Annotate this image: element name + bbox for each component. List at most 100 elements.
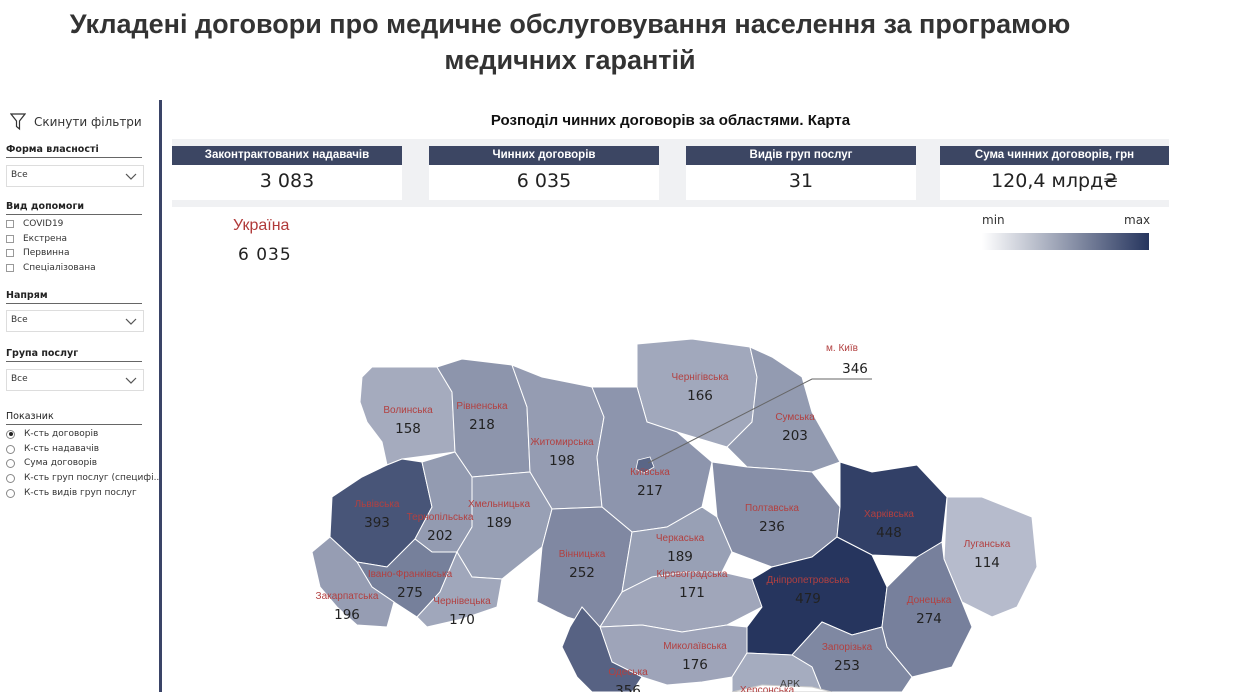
direction-dropdown[interactable]: Все [6,310,144,332]
region-value-label: 217 [637,483,663,499]
checkbox[interactable] [6,264,14,272]
region-value-label: 275 [397,585,423,601]
region-value-label: 252 [569,565,595,581]
kpi-card-providers[interactable]: Законтрактованих надавачів 3 083 [172,146,402,200]
checkbox[interactable] [6,249,14,257]
service-group-value: Все [11,374,28,384]
indicator-option-label: К-сть груп послуг (специфі... [24,473,163,483]
kpi-card-contract-sum[interactable]: Сума чинних договорів, грн 120,4 млрд₴ [940,146,1169,200]
indicator-option[interactable]: К-сть груп послуг (специфі... [6,471,162,485]
kpi-value: 31 [686,165,916,200]
service-group-dropdown[interactable]: Все [6,369,144,391]
kpi-card-service-groups[interactable]: Видів груп послуг 31 [686,146,916,200]
radio[interactable] [6,458,15,468]
region-shape[interactable] [731,652,823,692]
kpi-label: Чинних договорів [429,146,659,165]
chevron-down-icon [125,377,137,384]
ownership-dropdown[interactable]: Все [6,165,144,187]
region-shape[interactable] [359,366,456,466]
reset-filters-button[interactable]: Скинути фільтри [10,112,142,132]
aid-type-option-label: Первинна [23,248,70,258]
region-name-label: Херсонська [740,685,795,692]
panel-divider [159,100,162,692]
region-name-label: Кіровоградська [657,569,728,580]
region-value-label: 171 [679,585,705,601]
indicator-option[interactable]: К-сть договорів [6,427,98,441]
region-value-label: 479 [795,591,821,607]
region-name-label: Львівська [355,499,400,510]
region-name-label: Рівненська [456,401,508,412]
region-name-label: Київська [630,467,670,478]
funnel-icon [10,113,26,131]
indicator-option-label: Сума договорів [24,458,98,468]
region-name-label: Вінницька [559,549,606,560]
radio[interactable] [6,473,15,483]
kpi-label: Сума чинних договорів, грн [940,146,1169,165]
region-value-label: 198 [549,453,575,469]
region-shape[interactable] [311,536,395,628]
radio[interactable] [6,488,15,498]
radio-selected[interactable] [6,429,15,439]
radio[interactable] [6,444,15,454]
region-name-label: Полтавська [745,503,799,514]
region-shape[interactable] [416,550,503,628]
aid-type-option[interactable]: Спеціалізована [6,261,96,275]
region-shape[interactable] [561,606,643,692]
region-value-label: 114 [974,555,1000,571]
region-value-label: 236 [759,519,785,535]
reset-filters-label: Скинути фільтри [34,115,142,129]
aid-type-option[interactable]: Екстрена [6,232,67,246]
map-visual[interactable]: Волинська 158 Рівненська 218 Житомирська 198 Ч… [172,207,1169,692]
region-value-label: 253 [834,658,860,674]
region-shape[interactable] [635,456,655,474]
region-name-label: Дніпропетровська [767,575,850,586]
indicator-option[interactable]: К-сть видів груп послуг [6,486,137,500]
region-name-label: Запорізька [822,642,873,653]
region-value-label: 202 [427,528,453,544]
region-name-label: Миколаївська [663,641,727,652]
indicator-option[interactable]: Сума договорів [6,456,97,470]
crimea-shape [731,684,833,692]
region-value-label: 158 [395,421,421,437]
kpi-label: Видів груп послуг [686,146,916,165]
region-name-label: Івано-Франківська [368,569,453,580]
checkbox[interactable] [6,220,14,228]
region-name-label: Сумська [775,412,815,423]
legend-max-label: max [1124,213,1151,227]
kpi-value: 3 083 [172,165,402,200]
crimea-label: АРК [780,679,800,690]
ukraine-map[interactable]: Волинська 158 Рівненська 218 Житомирська 198 Ч… [172,207,1169,692]
aid-type-label: Вид допомоги [6,201,142,215]
indicator-option[interactable]: К-сть надавачів [6,442,99,456]
aid-type-option[interactable]: COVID19 [6,217,63,231]
region-value-label: 189 [667,549,693,565]
kpi-value: 6 035 [429,165,659,200]
kpi-card-contracts[interactable]: Чинних договорів 6 035 [429,146,659,200]
region-name-label: Закарпатська [316,591,379,602]
checkbox[interactable] [6,235,14,243]
region-name-label: Житомирська [530,437,594,448]
region-value-label: 448 [876,525,902,541]
region-name-label: Тернопільська [407,512,474,523]
indicator-option-label: К-сть договорів [24,429,99,439]
region-value-label: 170 [449,612,475,628]
region-value-label: 393 [364,515,390,531]
region-name-label: Луганська [964,539,1011,550]
region-name-label: Хмельницька [468,499,530,510]
region-value-label: 356 [615,683,641,692]
region-value-label: 218 [469,417,495,433]
region-value-label: 203 [782,428,808,444]
page-title: Укладені договори про медичне обслуговув… [69,9,1071,75]
direction-value: Все [11,315,28,325]
region-name-label: Черкаська [656,533,705,544]
ownership-label: Форма власності [6,144,142,158]
kyiv-leader-line [647,378,872,464]
aid-type-option-label: Спеціалізована [23,263,96,273]
kpi-value: 120,4 млрд₴ [940,165,1169,200]
region-value-label: 274 [916,611,942,627]
service-group-label: Група послуг [6,348,142,362]
visual-title: Розподіл чинних договорів за областями. … [172,103,1169,139]
region-name-label: Харківська [864,509,914,520]
region-value-label: 346 [842,361,868,377]
aid-type-option[interactable]: Первинна [6,246,69,260]
